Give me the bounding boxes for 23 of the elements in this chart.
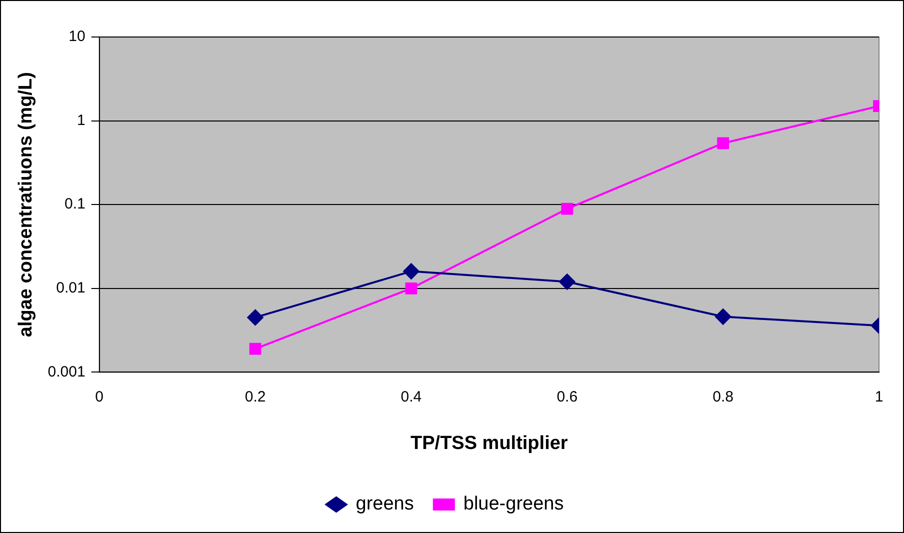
x-tick-label: 0.2: [244, 388, 266, 406]
point: [559, 274, 576, 290]
point: [403, 263, 420, 280]
point: [249, 342, 262, 355]
x-tick-label: 0.6: [556, 388, 578, 406]
point: [717, 137, 730, 150]
legend-label: greens: [356, 494, 414, 515]
x-axis-title: TP/TSS multiplier: [410, 432, 568, 454]
x-tick-label: 0.8: [712, 388, 734, 406]
point: [561, 202, 574, 215]
y-tick-label: 0.001: [48, 363, 86, 380]
x-tick-label: 0.4: [400, 388, 422, 406]
y-tick-label: 1: [76, 112, 86, 129]
point: [405, 282, 418, 294]
legend-label: blue-greens: [463, 494, 564, 515]
y-tick-label: 0.1: [64, 196, 86, 213]
y-axis-title: algae concentratiuons (mg/L): [16, 72, 37, 338]
point: [715, 308, 732, 325]
x-tick-label: 1: [874, 388, 884, 406]
y-tick-label: 10: [68, 28, 86, 46]
point: [247, 309, 264, 326]
x-tick-label: 0: [95, 388, 104, 406]
y-tick-label: 0.01: [56, 280, 86, 297]
